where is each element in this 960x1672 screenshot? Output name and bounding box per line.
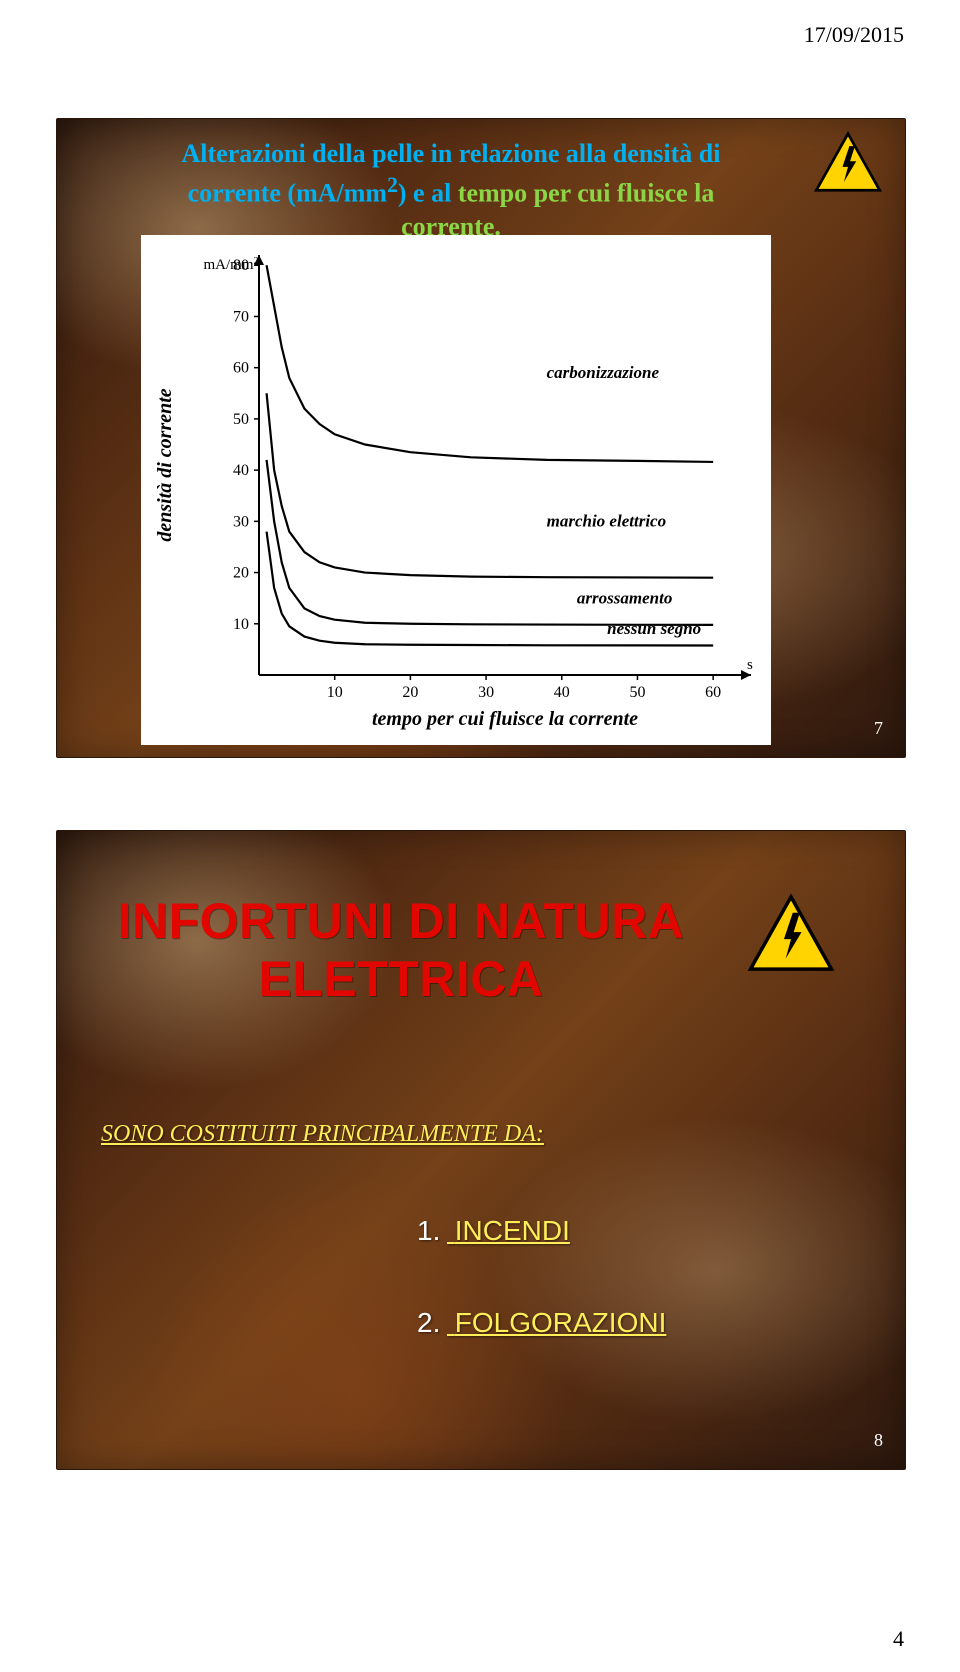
svg-text:s: s: [747, 657, 753, 673]
slide2-headline-l2: ELETTRICA: [258, 951, 543, 1007]
svg-text:mA/mm2: mA/mm2: [203, 256, 258, 274]
slide2-list: 1. INCENDI 2. FOLGORAZIONI: [417, 1215, 666, 1399]
slide2-number: 8: [874, 1430, 883, 1451]
list-num: 2.: [417, 1307, 447, 1339]
svg-text:20: 20: [402, 684, 418, 701]
list-text-incendi: INCENDI: [455, 1215, 570, 1246]
svg-text:marchio elettrico: marchio elettrico: [547, 511, 666, 530]
page-number: 4: [893, 1626, 904, 1652]
svg-text:carbonizzazione: carbonizzazione: [547, 363, 660, 382]
svg-text:arrossamento: arrossamento: [577, 588, 672, 607]
list-num: 1.: [417, 1215, 447, 1247]
chart-panel: 1020304050607080102030405060mA/mm2sdensi…: [141, 235, 771, 745]
hazard-icon: [747, 893, 835, 973]
list-text-folgorazioni: FOLGORAZIONI: [455, 1307, 667, 1338]
svg-text:10: 10: [327, 684, 343, 701]
slide1-title-line1: Alterazioni della pelle in relazione all…: [182, 139, 721, 168]
svg-text:30: 30: [478, 684, 494, 701]
slide-1: Alterazioni della pelle in relazione all…: [56, 118, 906, 758]
svg-text:20: 20: [233, 565, 249, 582]
svg-text:50: 50: [233, 411, 249, 428]
slide1-title: Alterazioni della pelle in relazione all…: [117, 137, 785, 244]
svg-text:60: 60: [705, 684, 721, 701]
hazard-icon: [813, 131, 883, 193]
list-item: 2. FOLGORAZIONI: [417, 1307, 666, 1339]
svg-text:40: 40: [554, 684, 570, 701]
svg-text:nessun segno: nessun segno: [607, 619, 701, 638]
slide2-subtitle: SONO COSTITUITI PRINCIPALMENTE DA:: [101, 1121, 544, 1148]
slide1-title-line2b: ) e al: [398, 178, 458, 207]
page: 17/09/2015 4 Alterazioni della pelle in …: [0, 0, 960, 1672]
list-item: 1. INCENDI: [417, 1215, 666, 1247]
skin-effect-chart: 1020304050607080102030405060mA/mm2sdensi…: [141, 235, 771, 745]
svg-text:60: 60: [233, 360, 249, 377]
svg-text:tempo per cui fluisce la corre: tempo per cui fluisce la corrente: [372, 708, 638, 730]
svg-text:10: 10: [233, 616, 249, 633]
svg-text:30: 30: [233, 513, 249, 530]
slide1-number: 7: [874, 718, 883, 739]
slide1-title-line2a: corrente (mA/mm: [188, 178, 387, 207]
slide-2: INFORTUNI DI NATURA ELETTRICA SONO COSTI…: [56, 830, 906, 1470]
slide1-title-sup: 2: [387, 173, 398, 197]
svg-text:40: 40: [233, 462, 249, 479]
slide2-headline-l1: INFORTUNI DI NATURA: [118, 893, 685, 949]
svg-text:70: 70: [233, 308, 249, 325]
svg-text:50: 50: [629, 684, 645, 701]
slide1-title-line2c: tempo per cui fluisce la: [458, 178, 715, 207]
slide2-headline: INFORTUNI DI NATURA ELETTRICA: [57, 893, 745, 1008]
page-date: 17/09/2015: [804, 22, 904, 48]
svg-text:densità di corrente: densità di corrente: [154, 388, 176, 541]
